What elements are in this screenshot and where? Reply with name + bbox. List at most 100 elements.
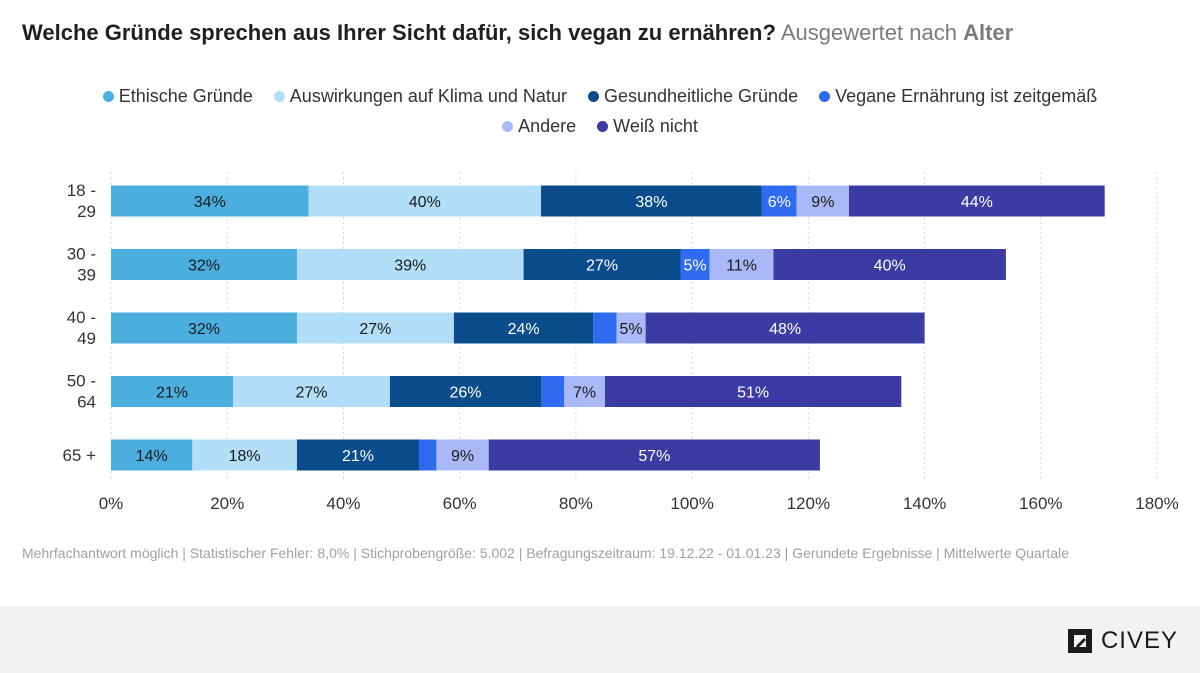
data-label: 11%	[726, 258, 757, 275]
civey-logo[interactable]: CIVEY	[1065, 626, 1178, 656]
y-category-label: 30 -39	[67, 245, 96, 285]
data-label: 21%	[156, 385, 188, 402]
data-label: 32%	[188, 258, 220, 275]
chart-title: Welche Gründe sprechen aus Ihrer Sicht d…	[22, 20, 1013, 46]
data-label: 39%	[394, 258, 426, 275]
x-tick-label: 160%	[1019, 494, 1062, 513]
bar-segment	[453, 312, 594, 344]
x-tick-label: 40%	[326, 494, 360, 513]
stacked-bar-chart: 0% 20% 40% 60% 80% 100% 120% 140% 160% 180% 18 -29…	[62, 172, 1179, 513]
legend-label: Gesundheitliche Gründe	[603, 86, 799, 106]
bar-segment	[233, 376, 390, 407]
data-label: 21%	[342, 448, 374, 465]
bar-segment	[111, 249, 297, 280]
logo-text: CIVEY	[1100, 627, 1178, 654]
y-category-label: 50 -64	[67, 372, 96, 412]
bar-segment	[111, 312, 297, 344]
footnote: Mehrfachantwort möglich | Statistischer …	[22, 545, 1069, 561]
data-label: 9%	[451, 448, 474, 465]
data-label: 6%	[768, 194, 791, 211]
legend-item-klima[interactable]: Auswirkungen auf Klima und Natur	[273, 86, 567, 107]
data-label: 40%	[409, 194, 441, 211]
bar-segment	[773, 249, 1006, 280]
legend-dot-icon	[102, 91, 114, 102]
bar-segment	[192, 439, 297, 471]
x-tick-label: 20%	[210, 494, 244, 513]
data-label: 24%	[508, 321, 540, 338]
data-label: 38%	[635, 194, 667, 211]
bar-segment	[488, 439, 820, 471]
x-tick-label: 100%	[670, 494, 713, 513]
bar-segment	[436, 439, 489, 471]
data-label: 48%	[769, 321, 801, 338]
x-tick-label: 120%	[787, 494, 830, 513]
data-label: 57%	[638, 448, 670, 465]
legend-label: Vegane Ernährung ist zeitgemäß	[835, 86, 1098, 106]
y-category-label: 40 -49	[67, 308, 96, 348]
data-label: 9%	[811, 194, 834, 211]
legend-label: Auswirkungen auf Klima und Natur	[289, 86, 567, 106]
legend-dot-icon	[597, 121, 609, 132]
footer: CIVEY	[0, 606, 1200, 673]
data-label: 7%	[573, 385, 596, 402]
bar-segment	[111, 376, 234, 407]
legend-row-2: Andere Weiß nicht	[0, 116, 1200, 137]
legend-item-weiss-nicht[interactable]: Weiß nicht	[597, 116, 698, 137]
bar-segment	[389, 376, 542, 407]
legend-dot-icon	[587, 91, 599, 102]
legend-dot-icon	[819, 91, 831, 102]
bar-segment	[616, 312, 646, 344]
data-label: 27%	[586, 258, 618, 275]
bar-segment	[604, 376, 902, 407]
x-tick-label: 60%	[443, 494, 477, 513]
data-label: 34%	[194, 194, 226, 211]
bar-segment	[296, 249, 524, 280]
x-tick-label: 0%	[99, 494, 124, 513]
data-label: 5%	[620, 321, 643, 338]
bar-segment	[849, 185, 1105, 217]
bar-segment	[296, 312, 454, 344]
bar-segment	[523, 249, 681, 280]
bar-segment	[593, 312, 617, 344]
bar-segment	[645, 312, 925, 344]
legend-item-andere[interactable]: Andere	[502, 116, 576, 137]
legend-label: Weiß nicht	[613, 116, 698, 136]
bar-segment	[709, 249, 774, 280]
bar-segment	[111, 439, 193, 471]
legend-item-gesundheit[interactable]: Gesundheitliche Gründe	[587, 86, 799, 107]
data-label: 26%	[449, 385, 481, 402]
legend-row-1: Ethische Gründe Auswirkungen auf Klima u…	[0, 86, 1200, 107]
y-category-label: 18 -29	[67, 181, 96, 221]
x-tick-label: 140%	[903, 494, 946, 513]
data-label: 18%	[229, 448, 261, 465]
data-label: 14%	[136, 448, 168, 465]
x-tick-label: 80%	[559, 494, 593, 513]
title-sub: Ausgewertet nach	[780, 20, 957, 45]
bar-segment	[541, 185, 762, 217]
legend-label: Ethische Gründe	[118, 86, 253, 106]
data-label: 40%	[874, 258, 906, 275]
bar-segment	[418, 439, 437, 471]
y-category-label: 65 +	[62, 446, 96, 465]
legend-label: Andere	[518, 116, 577, 136]
bar-segment	[296, 439, 419, 471]
data-label: 27%	[359, 321, 391, 338]
title-sub-bold: Alter	[963, 20, 1014, 45]
data-label: 27%	[295, 385, 327, 402]
bar-segment	[564, 376, 605, 407]
bar-segment	[308, 185, 542, 217]
data-label: 51%	[737, 385, 769, 402]
legend-dot-icon	[273, 91, 285, 102]
bar-segment	[541, 376, 565, 407]
bar-segment	[796, 185, 850, 217]
legend-dot-icon	[502, 121, 514, 132]
x-tick-label: 180%	[1135, 494, 1178, 513]
data-label: 32%	[188, 321, 220, 338]
legend-item-zeitgemaess[interactable]: Vegane Ernährung ist zeitgemäß	[819, 86, 1097, 107]
bar-segment	[761, 185, 797, 217]
data-label: 5%	[683, 258, 706, 275]
title-main: Welche Gründe sprechen aus Ihrer Sicht d…	[22, 20, 776, 45]
civey-logo-icon	[1067, 629, 1092, 653]
legend-item-ethische[interactable]: Ethische Gründe	[102, 86, 253, 107]
